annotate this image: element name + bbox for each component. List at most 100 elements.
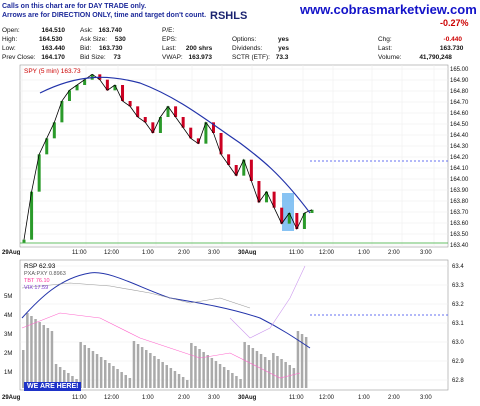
volume-bar (38, 322, 41, 388)
volume-bar (202, 352, 205, 388)
volume-bar (272, 353, 275, 388)
candle (113, 85, 117, 91)
volume-bar (124, 375, 127, 388)
x-tick-label: 12:00 (104, 250, 120, 255)
volume-bar (210, 358, 214, 388)
y-tick-label: 164.20 (450, 155, 469, 161)
quote-high: High: 164.530 (2, 36, 63, 43)
candle (37, 154, 41, 192)
candle (196, 138, 200, 144)
volume-bar (300, 334, 304, 388)
y-tick-label: 164.80 (450, 89, 469, 95)
volume-bar (235, 376, 238, 388)
candle (227, 154, 231, 165)
quote-prev-close: Prev Close: 164.170 (2, 54, 65, 61)
tbt-line (21, 312, 301, 379)
volume-bar (231, 373, 234, 388)
candle (189, 127, 193, 139)
x-tick-label: 2:00 (178, 395, 190, 401)
quote-last: Last: 163.730 (378, 45, 464, 52)
candle (280, 207, 284, 224)
ratio-line (21, 282, 251, 309)
quote-sctr: SCTR (ETF): 73.3 (232, 54, 289, 61)
x-tick-label: 30Aug (238, 250, 257, 255)
volume-bar (91, 351, 95, 388)
candle (136, 106, 140, 117)
ma-legend: SPY (5 min) 163.73 (24, 68, 81, 75)
volume-bar (268, 360, 271, 388)
x-tick-label: 3:00 (420, 250, 432, 255)
x-tick-label: 3:00 (420, 395, 432, 401)
volume-bar (83, 345, 86, 388)
candle (204, 122, 208, 144)
volume-bar (173, 371, 177, 388)
volume-bar (239, 379, 242, 388)
volume-bar (284, 362, 287, 388)
x-tick-label: 2:00 (178, 250, 190, 255)
x-tick-label: 1:00 (358, 250, 370, 255)
volume-bar (206, 355, 209, 388)
legend-entry: PXA:PXY 0.8963 (24, 271, 66, 277)
candle (158, 117, 162, 133)
volume-bar (34, 319, 37, 388)
volume-bar (227, 370, 230, 388)
volume-bar (128, 378, 132, 388)
volume-bar (149, 353, 152, 388)
volume-bar (22, 350, 25, 388)
indicator-chart-frame (19, 259, 449, 391)
x-tick-label: 29Aug (2, 250, 21, 255)
volume-bar (251, 348, 255, 388)
price-chart[interactable]: SPY (5 min) 163.73 165.00 164.90 164.80 164… (0, 63, 480, 255)
sub-y-tick-label: 62.9 (452, 359, 464, 365)
volume-bar (132, 341, 136, 388)
volume-tick-label: 3M (4, 332, 12, 338)
candle (83, 79, 87, 85)
x-tick-label: 30Aug (238, 395, 257, 401)
notice-line-2: Arrows are for DIRECTION ONLY, time and … (2, 12, 207, 19)
candle (234, 165, 238, 176)
legend-entry: TBT 76.10 (24, 278, 50, 284)
volume-bar (263, 357, 267, 388)
x-tick-label: 1:00 (358, 395, 370, 401)
notice-line-1: Calls on this chart are for DAY TRADE on… (2, 3, 147, 10)
candle (310, 209, 314, 213)
x-tick-label: 11:00 (289, 395, 304, 401)
x-tick-label: 12:00 (319, 250, 335, 255)
y-tick-label: 164.40 (450, 133, 469, 139)
candle (219, 133, 223, 155)
volume-bar (292, 368, 296, 388)
volume-bar (58, 367, 62, 388)
volume-bar (218, 364, 222, 388)
disclaimer-notice: Calls on this chart are for DAY TRADE on… (2, 2, 206, 20)
volume-bar (304, 337, 308, 388)
site-url[interactable]: www.cobrasmarketview.com (300, 2, 477, 17)
change-percent: -0.27% (440, 18, 469, 28)
x-tick-label: 2:00 (388, 250, 400, 255)
price-chart-frame (19, 64, 449, 248)
candle (287, 213, 291, 224)
candle (249, 159, 253, 181)
volume-bar (95, 354, 99, 388)
volume-tick-label: 5M (4, 294, 12, 300)
we-are-here-banner: WE ARE HERE! (24, 382, 82, 391)
quote-ask-size: Ask Size: 530 (80, 36, 126, 43)
quote-pe: P/E: (162, 27, 175, 34)
sub-y-tick-label: 63.0 (452, 340, 464, 346)
volume-bar (186, 380, 189, 388)
sub-y-tick-label: 63.1 (452, 321, 464, 327)
quote-chg: Chg: -0.440 (378, 36, 462, 43)
candle (295, 213, 299, 229)
x-tick-label: 12:00 (319, 395, 335, 401)
y-tick-label: 163.40 (450, 243, 469, 249)
candle (166, 106, 170, 117)
x-tick-label: 11:00 (72, 250, 87, 255)
sub-y-tick-label: 63.4 (452, 264, 464, 270)
y-tick-label: 165.00 (450, 67, 469, 73)
volume-bar (54, 364, 58, 388)
volume-bar (26, 313, 29, 388)
volume-bar (255, 351, 259, 388)
x-tick-label: 11:00 (289, 250, 304, 255)
quote-vwap: VWAP: 163.973 (162, 54, 213, 61)
x-tick-label: 11:00 (72, 395, 87, 401)
